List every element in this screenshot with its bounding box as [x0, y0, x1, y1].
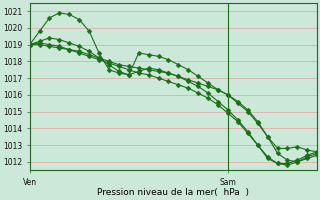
X-axis label: Pression niveau de la mer(  hPa  ): Pression niveau de la mer( hPa )	[98, 188, 250, 197]
